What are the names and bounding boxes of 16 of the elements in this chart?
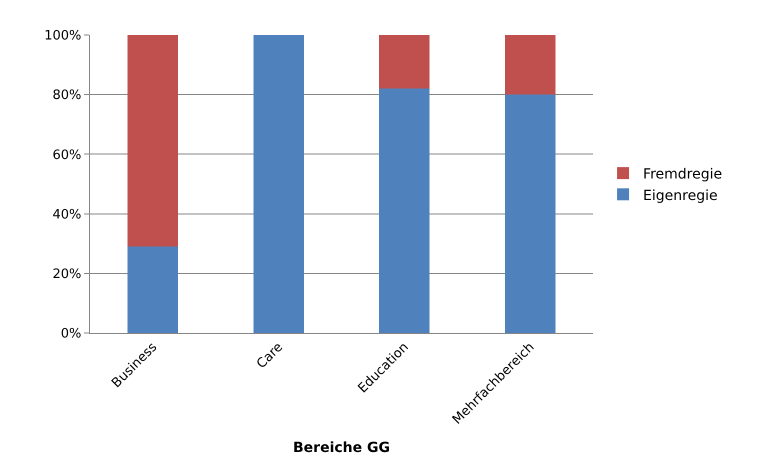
bar: [504, 35, 556, 95]
x-axis-title: Bereiche GG: [293, 440, 390, 456]
y-tick-label: 100%: [44, 28, 82, 44]
legend-label: Fremdregie: [643, 166, 722, 183]
y-tick-label: 80%: [52, 88, 82, 104]
y-tick-label: 60%: [52, 148, 82, 163]
legend-label: Eigenregie: [643, 188, 718, 204]
bar: [128, 35, 178, 247]
bar: [379, 88, 430, 333]
y-tick-label: 20%: [52, 266, 82, 282]
bar: [253, 35, 304, 333]
bar: [128, 246, 178, 333]
y-tick-label: 40%: [52, 207, 82, 222]
y-tick-label: 0%: [60, 326, 82, 342]
bar: [379, 35, 430, 89]
bar: [504, 94, 556, 333]
